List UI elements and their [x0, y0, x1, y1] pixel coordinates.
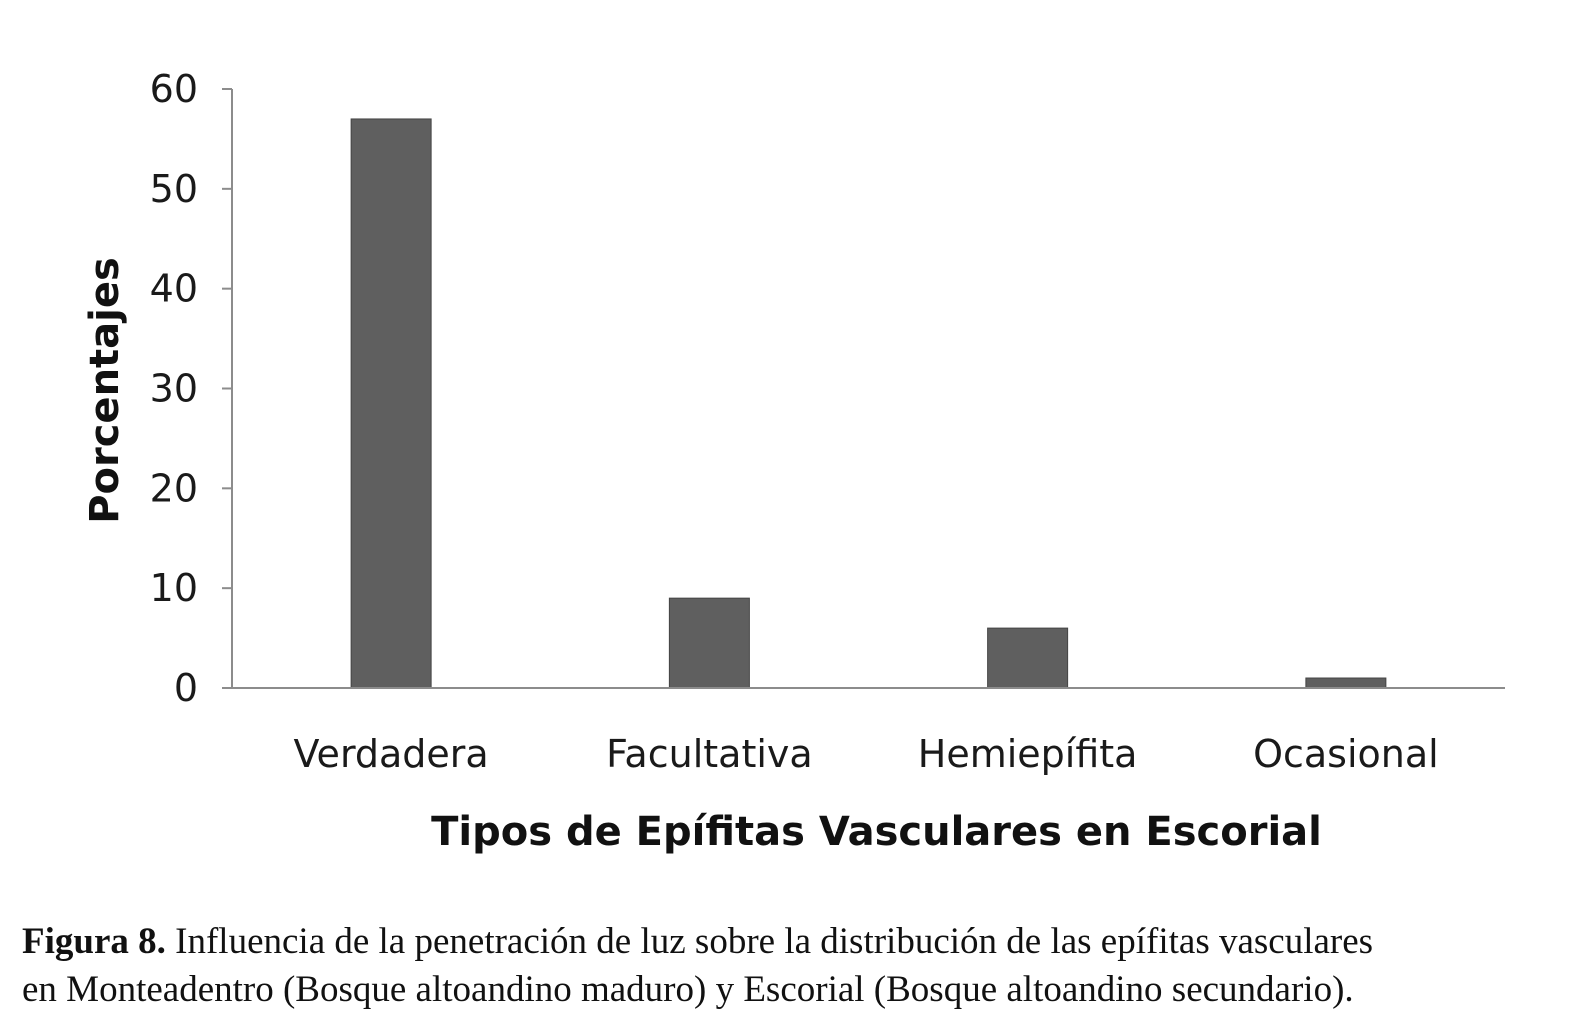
- figure-caption: Figura 8. Influencia de la penetración d…: [22, 918, 1562, 1014]
- caption-line-2: en Monteadentro (Bosque altoandino madur…: [22, 969, 1354, 1010]
- bar-verdadera: [350, 118, 432, 689]
- y-tick-label: 20: [150, 466, 198, 510]
- x-tick-label: Facultativa: [606, 732, 813, 776]
- y-tick-label: 30: [150, 367, 198, 411]
- x-tick-label: Verdadera: [294, 732, 489, 776]
- x-tick-label: Hemiepífita: [918, 732, 1138, 776]
- bar-chart: 0 10 20 30 40 50 60 Verdadera Facultativa Hemiep…: [82, 67, 1505, 855]
- x-axis-title: Tipos de Epífitas Vasculares en Escorial: [431, 809, 1322, 855]
- bar-facultativa: [668, 597, 750, 689]
- y-axis: 0 10 20 30 40 50 60: [150, 67, 233, 710]
- y-tick-label: 60: [150, 67, 198, 111]
- caption-text-1: Influencia de la penetración de luz sobr…: [165, 921, 1374, 962]
- x-tick-label: Ocasional: [1253, 732, 1439, 776]
- y-axis-title: Porcentajes: [82, 257, 128, 524]
- bar-ocasional: [1305, 677, 1387, 689]
- y-tick-label: 0: [174, 666, 198, 710]
- bar-hemiepífita: [987, 627, 1069, 689]
- y-tick-label: 10: [150, 566, 198, 610]
- bars: [350, 118, 1387, 689]
- y-tick-label: 50: [150, 167, 198, 211]
- y-tick-label: 40: [150, 267, 198, 311]
- caption-figure-label: Figura 8.: [22, 921, 166, 962]
- x-axis: Verdadera Facultativa Hemiepífita Ocasional: [232, 687, 1505, 776]
- caption-line-1: Figura 8. Influencia de la penetración d…: [22, 918, 1562, 966]
